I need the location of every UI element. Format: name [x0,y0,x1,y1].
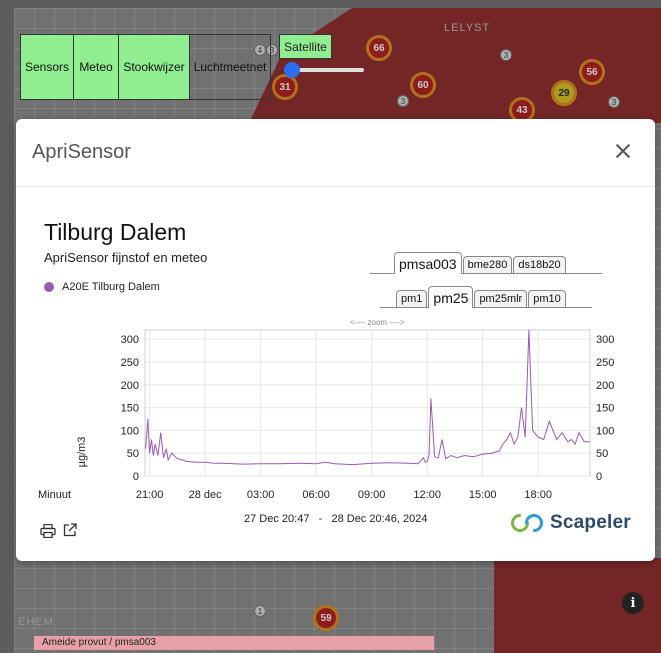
map-marker[interactable]: 3 [397,95,409,107]
zoom-hint: <---- zoom ----> [350,318,405,327]
tab-pm1[interactable]: pm1 [396,290,428,307]
x-axis: 21:00 28 dec 03:00 06:00 09:00 12:00 15:00 18:0… [136,489,552,501]
scapeler-logo-icon [511,514,543,532]
y-axis-label: µg/m3 [76,437,88,468]
x-axis-label: Minuut [38,489,71,501]
map-place-label: EHEM [18,616,54,628]
layer-button-sensors[interactable]: Sensors [21,35,74,99]
map-place-label: LELYST [444,22,491,34]
bottom-series-bar[interactable]: Ameide provut / pmsa003 [34,636,434,650]
layer-button-stookwijzer[interactable]: Stookwijzer [119,35,190,99]
x-tick-label: 09:00 [358,489,386,501]
tab-pmsa003[interactable]: pmsa003 [394,252,462,274]
x-tick-label: 28 dec [189,489,223,501]
y-tick-label: 250 [121,357,139,369]
y-tick-label: 150 [121,403,139,415]
scapeler-logo: Scapeler [510,512,631,534]
date-range: 27 Dec 20:47 - 28 Dec 20:46, 2024 [244,513,427,525]
series-line[interactable] [145,329,590,466]
modal-header: ApriSensor [16,119,655,187]
map-marker[interactable]: 3 [500,49,512,61]
map-cluster[interactable]: 56 [579,59,605,85]
y-tick-label-right: 50 [596,448,608,460]
date-to: 28 Dec 20:46, 2024 [331,513,428,525]
slider-thumb[interactable] [284,62,300,78]
y-tick-label-right: 250 [596,357,614,369]
sensor-tabs: pmsa003 bme280 ds18b20 [370,250,602,274]
y-tick-label: 50 [127,448,139,460]
plot-frame [144,329,591,477]
date-from: 27 Dec 20:47 [244,513,310,525]
sensor-name: Tilburg Dalem [44,219,187,245]
map-cluster[interactable]: 29 [551,80,577,106]
x-tick-label: 12:00 [413,489,441,501]
map-cluster[interactable]: 31 [272,74,298,100]
x-tick-label: 03:00 [247,489,275,501]
map-marker[interactable]: 3 [266,44,278,56]
x-tick-label: 06:00 [302,489,330,501]
tab-pm25[interactable]: pm25 [428,286,474,308]
legend-dot [44,282,54,292]
layer-toolbar: Sensors Meteo Stookwijzer Luchtmeetnet [20,34,271,100]
tab-bme280[interactable]: bme280 [462,256,513,273]
x-tick-label: 18:00 [524,489,552,501]
y-tick-label-right: 150 [596,403,614,415]
map-cluster[interactable]: 60 [410,72,436,98]
layer-button-meteo[interactable]: Meteo [74,35,119,99]
y-tick-label-right: 200 [596,380,614,392]
y-axis-left: 0 50 100 150 200 250 300 [121,334,139,483]
x-tick-label: 21:00 [136,489,164,501]
scapeler-logo-text: Scapeler [550,512,631,533]
map-marker[interactable]: 4 [254,44,266,56]
y-tick-label-right: 300 [596,334,614,346]
map-marker[interactable]: 1 [254,605,266,617]
date-separator: - [318,513,323,525]
slider-track [292,68,364,72]
pm25-chart[interactable]: 0 50 100 150 200 250 300 0 50 100 150 200 250 300 21… [36,324,626,504]
info-icon[interactable]: i [622,592,644,614]
satellite-button[interactable]: Satellite [279,34,332,59]
layer-button-luchtmeetnet[interactable]: Luchtmeetnet [193,60,267,74]
y-tick-label-right: 100 [596,425,614,437]
metric-tabs: pm1 pm25 pm25mlr pm10 [380,284,592,308]
sensor-subtitle: ApriSensor fijnstof en meteo [44,250,208,265]
y-tick-label: 200 [121,380,139,392]
y-tick-label: 300 [121,334,139,346]
y-tick-label: 100 [121,425,139,437]
sensor-modal: ApriSensor Tilburg Dalem ApriSensor fijn… [16,119,655,561]
legend-label: A20E Tilburg Dalem [62,281,160,293]
tab-pm10[interactable]: pm10 [528,290,566,307]
x-tick-label: 15:00 [469,489,497,501]
map-marker[interactable]: 3 [608,96,620,108]
tab-pm25mlr[interactable]: pm25mlr [474,290,528,307]
print-icon[interactable] [40,524,56,538]
tab-ds18b20[interactable]: ds18b20 [513,256,566,273]
y-tick-label-right: 0 [596,471,602,483]
chart-grid [144,329,591,477]
y-axis-right: 0 50 100 150 200 250 300 [596,334,614,483]
close-icon[interactable] [613,141,633,161]
external-link-icon[interactable] [63,523,77,537]
modal-title: ApriSensor [32,141,131,163]
map-cluster[interactable]: 66 [366,35,392,61]
time-slider[interactable] [284,62,366,78]
y-tick-label: 0 [133,471,139,483]
chart-legend[interactable]: A20E Tilburg Dalem [44,281,160,293]
map-cluster[interactable]: 59 [313,605,339,631]
